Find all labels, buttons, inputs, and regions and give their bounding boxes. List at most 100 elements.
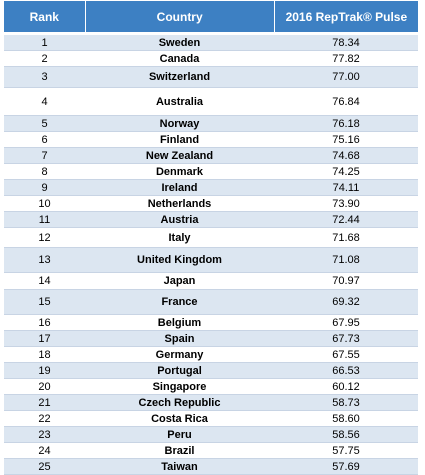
- table-row: 1 Sweden 78.34: [4, 35, 418, 51]
- table-body: 1 Sweden 78.34 2 Canada 77.82 3 Switzerland 77.0…: [4, 35, 418, 475]
- country-cell: Germany: [155, 348, 204, 361]
- rank-cell: 18: [38, 348, 51, 361]
- score-cell: 75.16: [332, 133, 360, 146]
- country-cell: Taiwan: [161, 460, 198, 473]
- table-row: 18 Germany 67.55: [4, 347, 418, 363]
- rank-cell: 20: [38, 380, 51, 393]
- table-row: 11 Austria 72.44: [4, 212, 418, 228]
- table-row: 2 Canada 77.82: [4, 51, 418, 67]
- table-row: 5 Norway 76.18: [4, 116, 418, 132]
- table-row: 6 Finland 75.16: [4, 132, 418, 148]
- country-cell: Singapore: [152, 380, 207, 393]
- table-row: 24 Brazil 57.75: [4, 443, 418, 459]
- country-cell: New Zealand: [145, 149, 214, 162]
- table-row: 19 Portugal 66.53: [4, 363, 418, 379]
- rank-cell: 15: [38, 296, 51, 308]
- score-cell: 66.53: [332, 364, 360, 377]
- rank-cell: 5: [41, 117, 48, 130]
- country-cell: Portugal: [157, 364, 202, 377]
- score-cell: 58.60: [332, 412, 360, 425]
- country-cell: Denmark: [155, 165, 204, 178]
- rank-cell: 25: [38, 460, 51, 473]
- country-cell: Italy: [168, 231, 191, 244]
- country-cell: Australia: [155, 95, 204, 108]
- score-cell: 71.08: [332, 254, 360, 266]
- table-row: 15 France 69.32: [4, 290, 418, 315]
- table-row: 23 Peru 58.56: [4, 427, 418, 443]
- score-cell: 77.82: [332, 52, 360, 65]
- country-cell: Austria: [160, 213, 199, 226]
- rank-cell: 3: [41, 71, 48, 83]
- country-cell: Spain: [164, 332, 195, 345]
- score-cell: 76.84: [332, 95, 360, 108]
- score-cell: 69.32: [332, 296, 360, 308]
- table-row: 4 Australia 76.84: [4, 88, 418, 116]
- score-cell: 78.34: [332, 36, 360, 49]
- country-cell: Switzerland: [148, 71, 211, 83]
- table-header: Rank Country 2016 RepTrak® Pulse: [4, 1, 418, 32]
- rank-cell: 16: [38, 316, 51, 329]
- rank-cell: 17: [38, 332, 51, 345]
- header-score: 2016 RepTrak® Pulse: [285, 9, 408, 24]
- score-cell: 67.95: [332, 316, 360, 329]
- table-row: 25 Taiwan 57.69: [4, 459, 418, 475]
- score-cell: 67.55: [332, 348, 360, 361]
- table-row: 13 United Kingdom 71.08: [4, 248, 418, 273]
- rank-cell: 22: [38, 412, 51, 425]
- country-cell: Brazil: [164, 444, 195, 457]
- rank-cell: 21: [38, 396, 51, 409]
- country-cell: Sweden: [158, 36, 201, 49]
- table-row: 14 Japan 70.97: [4, 273, 418, 290]
- country-cell: United Kingdom: [137, 254, 222, 266]
- ranking-table: Rank Country 2016 RepTrak® Pulse 1 Sweden…: [4, 1, 418, 475]
- rank-cell: 13: [38, 254, 51, 266]
- table-row: 9 Ireland 74.11: [4, 180, 418, 196]
- table-row: 3 Switzerland 77.00: [4, 67, 418, 88]
- rank-cell: 14: [38, 275, 51, 287]
- country-cell: Belgium: [157, 316, 202, 329]
- country-cell: Canada: [159, 52, 200, 65]
- rank-cell: 4: [41, 95, 48, 108]
- header-rank: Rank: [4, 1, 86, 32]
- rank-cell: 1: [41, 36, 48, 49]
- rank-cell: 19: [38, 364, 51, 377]
- country-cell: Netherlands: [147, 197, 212, 210]
- rank-cell: 11: [38, 213, 51, 226]
- country-cell: France: [161, 296, 198, 308]
- rank-cell: 10: [38, 197, 51, 210]
- rank-cell: 8: [41, 165, 48, 178]
- score-cell: 77.00: [332, 71, 360, 83]
- table-row: 12 Italy 71.68: [4, 228, 418, 248]
- table-row: 16 Belgium 67.95: [4, 315, 418, 331]
- table-row: 8 Denmark 74.25: [4, 164, 418, 180]
- country-cell: Costa Rica: [151, 412, 208, 425]
- country-cell: Norway: [159, 117, 200, 130]
- rank-cell: 23: [38, 428, 51, 441]
- country-cell: Ireland: [161, 181, 198, 194]
- score-cell: 57.75: [332, 444, 360, 457]
- score-cell: 57.69: [332, 460, 360, 473]
- rank-cell: 7: [41, 149, 48, 162]
- score-cell: 71.68: [332, 231, 360, 244]
- table-row: 21 Czech Republic 58.73: [4, 395, 418, 411]
- rank-cell: 2: [41, 52, 48, 65]
- rank-cell: 12: [38, 231, 51, 244]
- table-row: 22 Costa Rica 58.60: [4, 411, 418, 427]
- score-cell: 76.18: [332, 117, 360, 130]
- score-cell: 58.73: [332, 396, 360, 409]
- score-cell: 74.68: [332, 149, 360, 162]
- rank-cell: 6: [41, 133, 48, 146]
- score-cell: 58.56: [332, 428, 360, 441]
- country-cell: Japan: [163, 275, 196, 287]
- score-cell: 72.44: [332, 213, 360, 226]
- rank-cell: 9: [41, 181, 48, 194]
- table-row: 7 New Zealand 74.68: [4, 148, 418, 164]
- country-cell: Finland: [159, 133, 200, 146]
- score-cell: 74.11: [332, 181, 360, 194]
- rank-cell: 24: [38, 444, 51, 457]
- score-cell: 67.73: [332, 332, 360, 345]
- table-row: 10 Netherlands 73.90: [4, 196, 418, 212]
- score-cell: 70.97: [332, 275, 360, 287]
- score-cell: 60.12: [332, 380, 360, 393]
- score-cell: 73.90: [332, 197, 360, 210]
